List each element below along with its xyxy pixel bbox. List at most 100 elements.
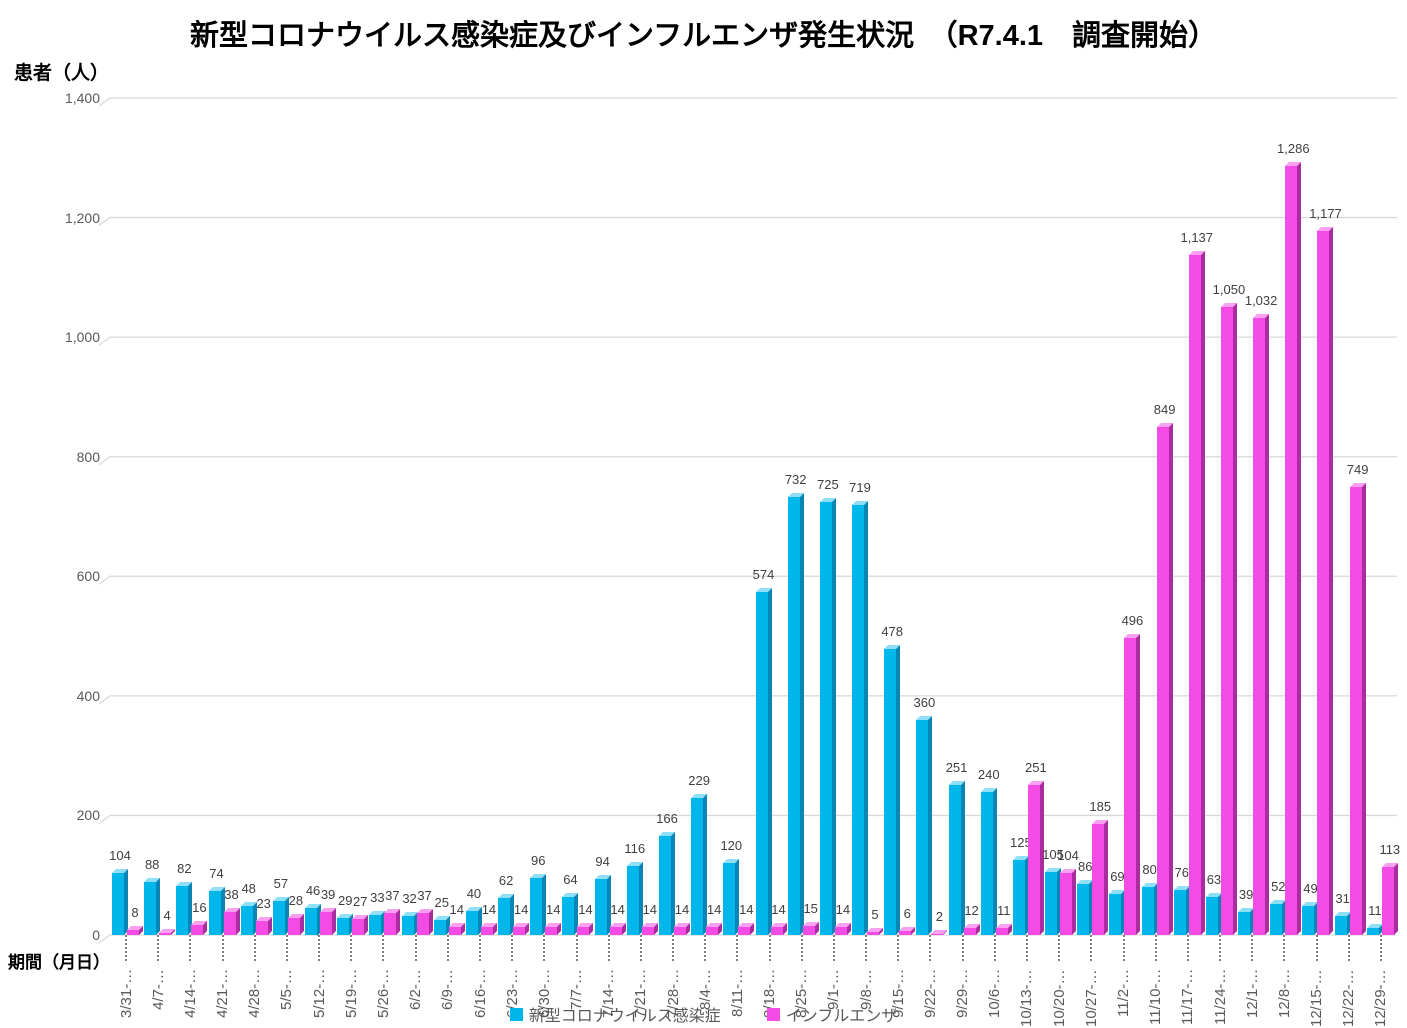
- plot-area: 104 8 88 4 82 16 74 38 48 23 57 28 46 39 29 27 33 37 32 37 2…: [109, 98, 1400, 961]
- bar-covid: [112, 868, 128, 935]
- gridline: [98, 695, 1397, 705]
- tick-leader-line: [1379, 935, 1382, 961]
- tick-leader-line: [961, 935, 964, 961]
- legend-item-covid: 新型コロナウイルス感染症: [509, 1002, 721, 1026]
- bar-side-face: [767, 587, 772, 935]
- tick-leader-line: [897, 935, 900, 961]
- bar-covid: [401, 911, 418, 935]
- category-slot: 86 185: [1075, 98, 1111, 935]
- bar-flu: [513, 922, 530, 935]
- data-label: 574: [752, 566, 775, 582]
- tick-leader-line: [993, 935, 996, 961]
- bar-covid: [465, 907, 482, 935]
- category-slot: 25 14: [432, 98, 465, 935]
- data-label: 14: [610, 901, 625, 917]
- bar-covid: [691, 794, 708, 935]
- bar-covid: [1238, 907, 1255, 935]
- data-label: 185: [1089, 799, 1112, 815]
- data-label: 732: [784, 472, 807, 488]
- bar-covid: [369, 911, 386, 935]
- bar-covid: [1173, 885, 1190, 935]
- tick-leader-line: [1122, 935, 1125, 961]
- data-label: 82: [177, 860, 192, 876]
- data-label: 86: [1078, 858, 1093, 874]
- data-label: 49: [1303, 880, 1318, 896]
- category-slot: 82 16: [174, 98, 208, 935]
- data-label: 14: [835, 901, 851, 917]
- tick-leader-line: [929, 935, 932, 961]
- y-tick-label: 800: [76, 448, 100, 465]
- data-label: 37: [385, 887, 400, 903]
- tick-leader-line: [1251, 935, 1254, 961]
- tick-leader-line: [253, 935, 256, 961]
- tick-leader-line: [639, 935, 642, 961]
- tick-leader-line: [382, 935, 385, 961]
- data-label: 32: [402, 890, 417, 906]
- category-slot: 229 14: [688, 98, 723, 935]
- y-tick-label: 1,400: [64, 90, 100, 106]
- data-label: 14: [674, 901, 690, 917]
- gridline: [98, 934, 1397, 944]
- category-slot: 39 1,032: [1236, 98, 1277, 935]
- bar-covid: [208, 886, 225, 935]
- legend-label-flu: インフルエンザ: [785, 1008, 898, 1025]
- data-label: 14: [706, 901, 722, 917]
- data-label: 14: [449, 901, 464, 917]
- bar-flu: [770, 922, 787, 935]
- bar-flu: [867, 928, 884, 935]
- bar-flu: [1188, 251, 1205, 935]
- data-label: 57: [273, 875, 289, 891]
- data-label: 88: [144, 857, 160, 873]
- bar-covid: [626, 861, 643, 935]
- bar-flu: [1092, 820, 1109, 935]
- bar-covid: [272, 896, 289, 935]
- tick-leader-line: [543, 935, 546, 961]
- bar-covid: [498, 893, 515, 935]
- chart-title: 新型コロナウイルス感染症及びインフルエンザ発生状況 （R7.4.1 調査開始）: [189, 20, 1218, 52]
- data-label: 5: [871, 907, 879, 923]
- tick-leader-line: [1025, 935, 1028, 961]
- tick-leader-line: [414, 935, 417, 961]
- tick-leader-line: [800, 935, 803, 961]
- data-label: 33: [370, 890, 385, 906]
- category-slot: 69 496: [1107, 98, 1143, 935]
- data-label: 6: [903, 906, 911, 922]
- data-label: 14: [578, 901, 593, 917]
- tick-leader-line: [221, 935, 224, 961]
- data-label: 105: [1042, 847, 1064, 863]
- category-slot: 49 1,177: [1300, 98, 1342, 935]
- bar-covid: [916, 715, 933, 935]
- bar-side-face: [735, 859, 740, 935]
- tick-leader-line: [479, 935, 481, 961]
- data-label: 37: [417, 887, 432, 903]
- bar-flu: [995, 924, 1012, 935]
- data-label: 94: [595, 853, 610, 869]
- data-label: 104: [1057, 847, 1079, 863]
- data-label: 27: [352, 893, 368, 909]
- bar-covid: [530, 873, 547, 935]
- bar-flu: [931, 929, 948, 935]
- data-label: 240: [977, 766, 1000, 782]
- data-label: 166: [656, 810, 678, 826]
- y-axis-title: 患者（人）: [14, 63, 110, 84]
- y-tick-label: 0: [92, 927, 100, 943]
- category-slot: 240 11: [978, 98, 1012, 935]
- bar-side-face: [864, 501, 869, 935]
- category-slot: 31 749: [1333, 98, 1368, 935]
- category-slot: 52 1,286: [1268, 98, 1310, 935]
- bar-covid: [305, 903, 322, 935]
- category-slot: 33 37: [367, 98, 401, 935]
- category-slot: 478 6: [881, 98, 916, 935]
- bar-covid: [337, 913, 354, 935]
- data-label: 14: [771, 901, 786, 917]
- data-label: 16: [192, 900, 207, 916]
- bar-covid: [819, 497, 836, 935]
- tick-leader-line: [1058, 935, 1061, 961]
- tick-leader-line: [285, 935, 288, 961]
- category-slot: 94 14: [593, 98, 626, 935]
- bar-covid: [658, 831, 675, 935]
- bar-covid: [1109, 889, 1126, 935]
- gridline: [98, 456, 1397, 466]
- bar-flu: [191, 921, 208, 935]
- gridline: [98, 814, 1397, 824]
